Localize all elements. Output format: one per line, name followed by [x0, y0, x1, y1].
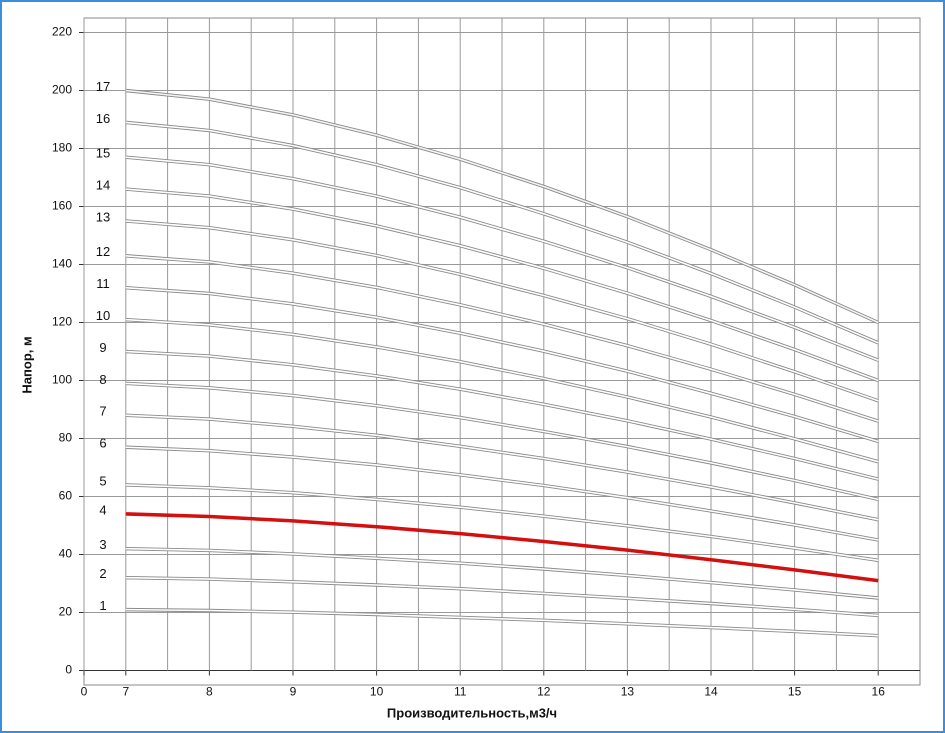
series-label: 14: [96, 178, 110, 193]
y-tick-label: 20: [59, 605, 73, 619]
series-label: 10: [96, 308, 110, 323]
y-tick-label: 60: [59, 489, 73, 503]
series-label: 7: [99, 404, 106, 419]
curve: [125, 255, 879, 422]
y-tick-label: 160: [52, 199, 72, 213]
x-tick-label: 8: [206, 685, 213, 699]
curve: [125, 286, 879, 443]
y-tick-label: 80: [59, 431, 73, 445]
x-tick-label: 7: [122, 685, 129, 699]
y-tick-label: 40: [59, 547, 73, 561]
x-tick-label: 15: [788, 685, 802, 699]
x-tick-label: 14: [704, 685, 718, 699]
series-label: 12: [96, 244, 110, 259]
series-label: 4: [99, 502, 106, 517]
series-label: 16: [96, 111, 110, 126]
y-axis-title: Напор, м: [19, 336, 34, 393]
curve: [125, 512, 879, 583]
series-label: 11: [96, 276, 110, 291]
series-label: 2: [99, 566, 106, 581]
series-label: 6: [99, 436, 106, 451]
curve: [125, 382, 879, 501]
curve: [125, 484, 879, 562]
curve: [125, 350, 879, 480]
series-label: 9: [99, 340, 106, 355]
curves: [125, 88, 879, 638]
curve: [125, 576, 879, 617]
y-tick-label: 220: [52, 25, 72, 39]
x-tick-label: 13: [621, 685, 635, 699]
series-label: 13: [96, 209, 110, 224]
x-tick-label: 0: [81, 685, 88, 699]
x-tick-label: 10: [370, 685, 384, 699]
series-label: 17: [96, 79, 110, 94]
curve: [125, 446, 879, 541]
curve: [125, 414, 879, 521]
x-axis-title: Производительность,м3/ч: [387, 705, 557, 720]
series-label: 15: [96, 146, 110, 161]
curve: [125, 121, 879, 344]
x-tick-label: 9: [290, 685, 297, 699]
series-label: 8: [99, 372, 106, 387]
curve: [125, 220, 879, 402]
x-tick-label: 16: [872, 685, 886, 699]
y-tick-label: 140: [52, 257, 72, 271]
curve: [125, 608, 879, 637]
x-tick-label: 12: [537, 685, 551, 699]
series-label: 1: [99, 598, 106, 613]
curve: [125, 156, 879, 361]
series-label: 3: [99, 537, 106, 552]
y-tick-label: 0: [65, 663, 72, 677]
y-tick-label: 180: [52, 141, 72, 155]
y-tick-label: 100: [52, 373, 72, 387]
series-label: 5: [99, 473, 106, 488]
curve: [125, 547, 879, 599]
curve: [125, 188, 879, 382]
y-tick-label: 120: [52, 315, 72, 329]
y-tick-label: 200: [52, 83, 72, 97]
x-tick-label: 11: [454, 685, 467, 699]
curve: [125, 89, 879, 324]
curve: [125, 318, 879, 463]
